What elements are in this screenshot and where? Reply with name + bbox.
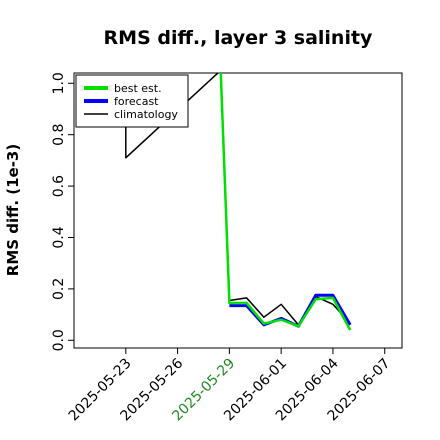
y-tick-label: 0.2: [51, 278, 67, 300]
legend-label: climatology: [114, 108, 178, 121]
x-axis: 2025-05-232025-05-262025-05-292025-06-01…: [66, 348, 394, 424]
series-line-best-est: [219, 73, 352, 331]
y-tick-label: 0.0: [51, 329, 67, 351]
y-tick-label: 0.4: [51, 226, 67, 248]
series-layer: [125, 73, 352, 331]
y-tick-label: 0.6: [51, 175, 67, 197]
chart-title: RMS diff., layer 3 salinity: [104, 27, 374, 49]
plot-area-frame: [73, 72, 403, 349]
legend-label: best est.: [114, 82, 162, 95]
y-tick-label: 1.0: [51, 72, 67, 94]
legend-label: forecast: [114, 95, 159, 108]
y-axis-label: RMS diff. (1e-3): [4, 144, 22, 276]
y-axis: 0.0 0.2 0.4 0.6 0.8 1.0: [51, 72, 74, 351]
y-tick-label: 0.8: [51, 124, 67, 146]
